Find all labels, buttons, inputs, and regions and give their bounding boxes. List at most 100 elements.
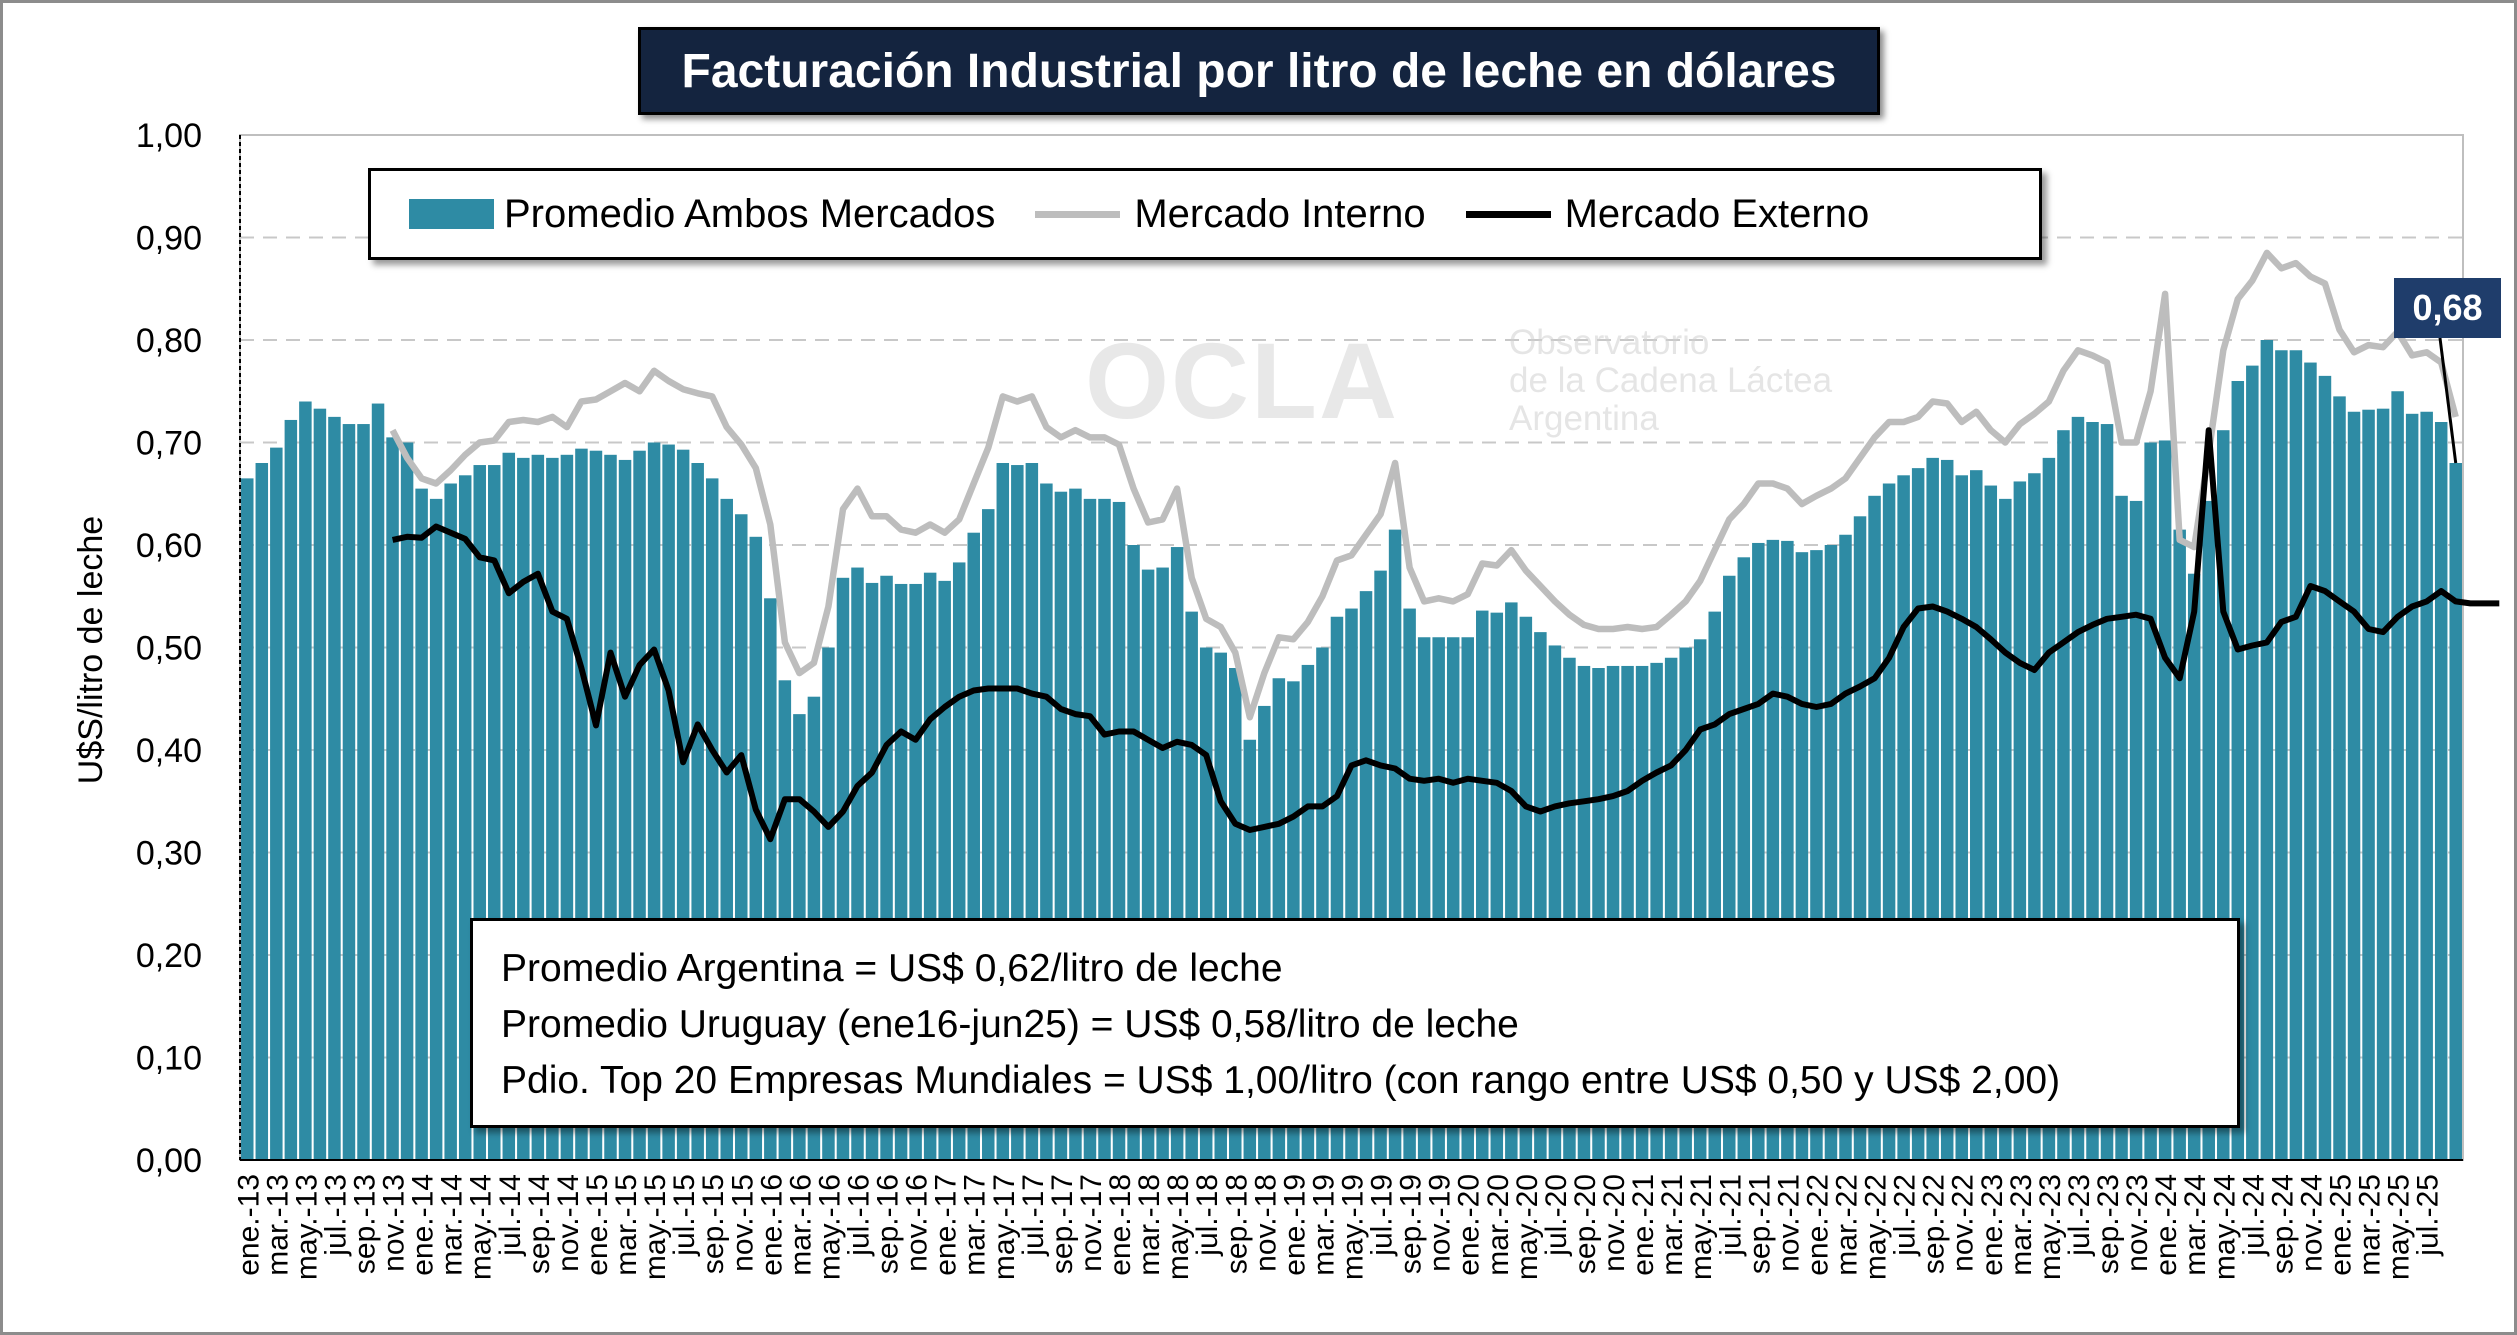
x-tick-label: sep.-17 (1046, 1174, 1079, 1274)
series-line-interno (389, 249, 2459, 721)
legend-item-promedio: Promedio Ambos Mercados (409, 192, 995, 237)
x-tick-label: may.-16 (813, 1174, 846, 1280)
x-tick-label: ene.-17 (930, 1174, 963, 1276)
bar (2420, 411, 2433, 1160)
legend-swatch-externo (1465, 210, 1551, 218)
note-line-1: Promedio Argentina = US$ 0,62/litro de l… (501, 947, 1283, 990)
x-tick-label: mar.-19 (1307, 1174, 1340, 1276)
x-tick-label: jul.-16 (843, 1174, 876, 1257)
bar (400, 442, 414, 1160)
x-tick-label: mar.-21 (1656, 1174, 1689, 1276)
x-tick-label: mar.-25 (2354, 1174, 2387, 1276)
x-tick-label: ene.-13 (232, 1174, 265, 1276)
bar (328, 416, 341, 1160)
x-tick-label: sep.-13 (349, 1174, 382, 1274)
y-tick-label: 0,60 (136, 527, 202, 565)
bar (429, 498, 443, 1160)
axes: 0,00 0,10 0,20 0,30 0,40 0,50 0,60 0,70 0,80 0,90… (136, 117, 2463, 1280)
lines (389, 249, 2500, 843)
x-tick-label: sep.-22 (1918, 1174, 1951, 1274)
watermark-logo: OCLA (1085, 320, 1399, 441)
legend-label-promedio: Promedio Ambos Mercados (504, 191, 996, 236)
x-tick-label: nov.-19 (1424, 1174, 1457, 1272)
bar (270, 447, 283, 1160)
x-tick-label: jul.-23 (2063, 1174, 2096, 1257)
x-tick-label: nov.-17 (1075, 1174, 1108, 1272)
y-tick-label: 0,10 (136, 1040, 202, 1078)
bar (2405, 413, 2419, 1160)
legend-swatch-bar (409, 199, 494, 229)
note-line-3: Pdio. Top 20 Empresas Mundiales = US$ 1,… (501, 1059, 2061, 1102)
bar (2449, 463, 2462, 1160)
bar (2275, 350, 2288, 1160)
series-line-externo (391, 427, 2500, 843)
x-tick-label: ene.-19 (1278, 1174, 1311, 1276)
y-tick-label: 1,00 (136, 117, 202, 155)
watermark-line-3: Argentina (1509, 399, 1659, 438)
x-tick-label: jul.-15 (668, 1174, 701, 1257)
x-tick-label: mar.-17 (959, 1174, 992, 1276)
x-tick-label: may.-19 (1337, 1174, 1370, 1280)
x-tick-label: sep.-19 (1395, 1174, 1428, 1274)
x-tick-label: jul.-13 (319, 1174, 352, 1257)
x-tick-label: may.-13 (290, 1174, 323, 1280)
legend-item-externo: Mercado Externo (1465, 192, 1869, 237)
x-tick-label: nov.-24 (2295, 1174, 2328, 1272)
bar (2260, 340, 2274, 1160)
x-tick-label: mar.-13 (261, 1174, 294, 1276)
x-tick-label: sep.-21 (1743, 1174, 1776, 1274)
x-tick-label: ene.-16 (755, 1174, 788, 1276)
bar (2362, 409, 2375, 1160)
x-tick-label: may.-21 (1685, 1174, 1718, 1280)
x-tick-label: ene.-23 (1976, 1174, 2009, 1276)
y-tick-label: 0,00 (136, 1142, 202, 1180)
x-tick-label: sep.-24 (2266, 1174, 2299, 1274)
y-tick-label: 0,70 (136, 425, 202, 463)
ocla-watermark: OCLA Observatorio de la Cadena Láctea Ar… (1085, 318, 1855, 448)
x-tick-label: mar.-15 (610, 1174, 643, 1276)
x-tick-label: sep.-16 (872, 1174, 905, 1274)
bar (313, 408, 327, 1160)
legend-label-interno: Mercado Interno (1134, 191, 1426, 236)
x-tick-label: jul.-21 (1714, 1174, 1747, 1257)
x-tick-label: may.-25 (2383, 1174, 2416, 1280)
x-tick-label: mar.-24 (2179, 1174, 2212, 1276)
chart-title-box: Facturación Industrial por litro de lech… (638, 27, 1880, 115)
x-tick-label: ene.-18 (1104, 1174, 1137, 1276)
x-tick-label: jul.-14 (494, 1174, 527, 1257)
x-tick-label: may.-15 (639, 1174, 672, 1280)
x-tick-label: ene.-21 (1627, 1174, 1660, 1276)
y-axis-label: U$S/litro de leche (72, 516, 110, 784)
bar (2304, 362, 2317, 1160)
x-tick-label: jul.-17 (1017, 1174, 1050, 1257)
x-tick-label: sep.-15 (697, 1174, 730, 1274)
x-tick-label: sep.-23 (2092, 1174, 2125, 1274)
bar (284, 419, 298, 1160)
x-tick-label: sep.-14 (523, 1174, 556, 1274)
bar (2347, 411, 2361, 1160)
x-tick-label: sep.-18 (1220, 1174, 1253, 1274)
x-tick-label: mar.-14 (436, 1174, 469, 1276)
notes-box: Promedio Argentina = US$ 0,62/litro de l… (470, 918, 2240, 1128)
bar (255, 463, 269, 1160)
watermark-line-1: Observatorio (1509, 323, 1710, 362)
x-tick-label: mar.-23 (2005, 1174, 2038, 1276)
x-tick-label: may.-23 (2034, 1174, 2067, 1280)
chart-legend: Promedio Ambos Mercados Mercado Interno … (368, 168, 2042, 260)
x-tick-label: sep.-20 (1569, 1174, 1602, 1274)
x-tick-label: ene.-24 (2150, 1174, 2183, 1276)
y-tick-label: 0,50 (136, 630, 202, 668)
x-tick-label: nov.-23 (2121, 1174, 2154, 1272)
watermark-line-2: de la Cadena Láctea (1509, 361, 1833, 400)
bar (386, 437, 399, 1160)
x-tick-label: nov.-14 (552, 1174, 585, 1272)
y-tick-label: 0,40 (136, 732, 202, 770)
x-tick-label: mar.-16 (784, 1174, 817, 1276)
x-tick-label: ene.-22 (1801, 1174, 1834, 1276)
chart-title: Facturación Industrial por litro de lech… (681, 44, 1837, 98)
note-line-2: Promedio Uruguay (ene16-jun25) = US$ 0,5… (501, 1003, 1519, 1046)
x-tick-label: ene.-14 (407, 1174, 440, 1276)
last-value-callout: 0,68 (2394, 278, 2501, 338)
bar (357, 424, 370, 1160)
x-tick-label: nov.-18 (1249, 1174, 1282, 1272)
